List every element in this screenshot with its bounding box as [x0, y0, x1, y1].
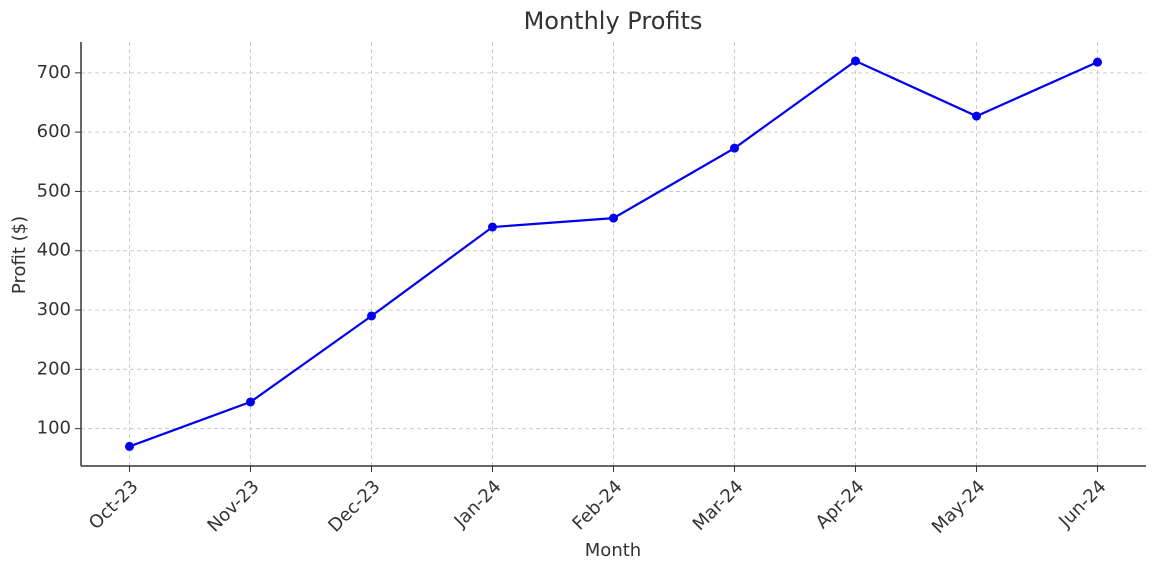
y-tick-label: 400: [37, 240, 71, 261]
y-tick-label: 200: [37, 358, 71, 379]
x-tick-label: Dec-23: [324, 476, 384, 536]
y-tick-label: 100: [37, 418, 71, 439]
x-tick-label: Jun-24: [1054, 476, 1110, 532]
y-tick-label: 600: [37, 121, 71, 142]
y-axis-label: Profit ($): [9, 216, 30, 294]
x-tick-label: Oct-23: [85, 476, 143, 534]
point: [609, 213, 618, 223]
point: [730, 143, 739, 153]
x-tick-label: Jan-24: [450, 476, 506, 532]
x-tick-label: May-24: [928, 476, 990, 538]
point: [246, 397, 255, 407]
point: [488, 222, 497, 232]
point: [1093, 57, 1102, 67]
y-tick-label: 700: [37, 62, 71, 83]
chart-title: Monthly Profits: [524, 7, 703, 35]
y-tick-label: 300: [37, 299, 71, 320]
point: [125, 441, 134, 451]
point: [851, 56, 860, 66]
x-tick-label: Apr-24: [812, 476, 869, 533]
x-axis-label: Month: [585, 540, 641, 561]
y-tick-label: 500: [37, 180, 71, 201]
x-tick-label: Feb-24: [568, 476, 626, 534]
x-tick-label: Nov-23: [203, 476, 263, 536]
point: [972, 111, 981, 121]
point: [367, 311, 376, 321]
x-tick-label: Mar-24: [689, 476, 748, 535]
